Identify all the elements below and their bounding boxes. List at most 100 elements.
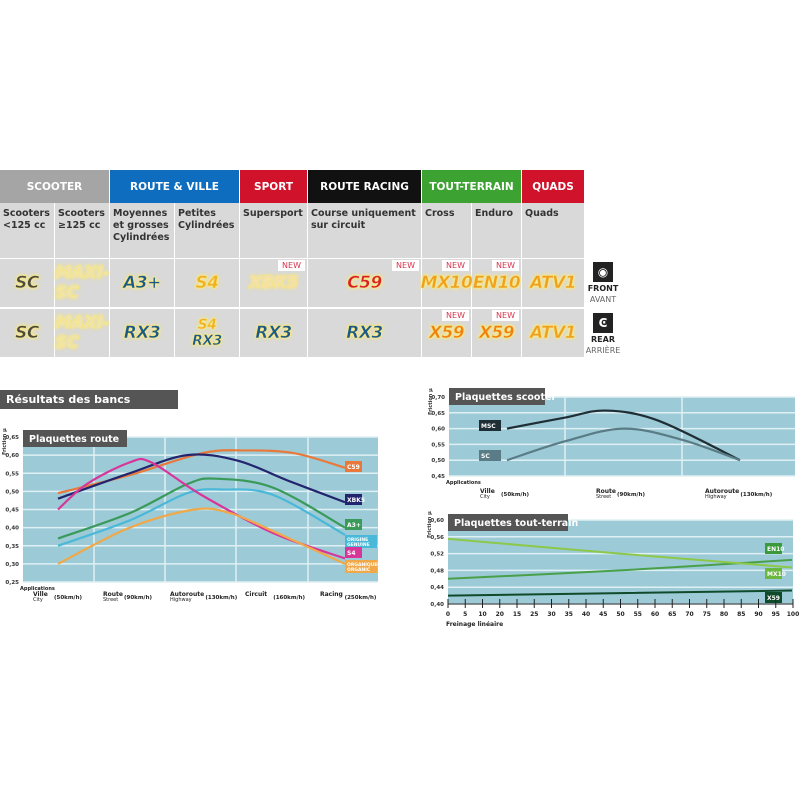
y-tick-label: 0,50: [5, 489, 19, 495]
y-axis-label: Friction µ: [427, 511, 433, 538]
legend-label: MSC: [481, 423, 496, 430]
series-line-msc: [506, 409, 741, 462]
legend-label: S4: [347, 550, 356, 557]
pad-logo: A3+: [123, 273, 162, 294]
front-label: FRONT: [587, 284, 619, 293]
legend-box: [765, 543, 782, 554]
legend-box: [345, 494, 362, 505]
front-pad-cell: MX10 NEW: [420, 258, 473, 307]
y-tick-label: 0,30: [5, 562, 19, 568]
x-category-main: Route: [103, 591, 123, 598]
new-badge: NEW: [392, 260, 419, 271]
x-tick-label: 35: [565, 611, 573, 618]
x-tick-label: 60: [651, 611, 659, 618]
y-tick-label: 0,65: [5, 435, 19, 441]
front-pad-cell: S4: [175, 258, 240, 307]
x-category-speed: (130km/h): [740, 492, 772, 498]
series-line-xbk5: [57, 453, 346, 504]
legend-box: [345, 560, 377, 573]
series-line-en10: [447, 558, 793, 580]
front-pad-cell: XBK5 NEW: [240, 258, 308, 307]
x-category-main: Route: [596, 488, 616, 495]
category-header: SCOOTER: [0, 170, 109, 203]
series-line-organique: [57, 507, 346, 565]
column-label: Supersport: [240, 203, 308, 258]
legend-label: EN10: [767, 546, 784, 553]
chart-title-box: [449, 388, 545, 405]
x-axis-label: Applications: [446, 480, 481, 486]
x-category-speed: (50km/h): [501, 492, 529, 498]
front-pad-cell: EN10 NEW: [472, 258, 522, 307]
legend-box: [479, 420, 501, 431]
y-tick-label: 0,56: [430, 535, 444, 541]
legend-label: ORGANIC: [347, 567, 371, 573]
x-tick-label: 70: [685, 611, 693, 618]
x-tick-label: 95: [772, 611, 780, 618]
category-header: QUADS: [522, 170, 584, 203]
x-tick-label: 40: [582, 611, 590, 618]
new-badge: NEW: [492, 260, 519, 271]
legend-label: MX10: [767, 571, 786, 578]
x-category-main: Circuit: [245, 591, 267, 598]
rear-pad-cell: ATV1: [522, 308, 585, 357]
rear-pad-cell: SC: [0, 308, 55, 357]
x-tick-label: 25: [530, 611, 538, 618]
y-tick-label: 0,48: [430, 568, 444, 574]
pad-logo: RX3: [192, 333, 223, 350]
x-tick-label: 10: [478, 611, 486, 618]
new-badge: NEW: [442, 310, 469, 321]
front-sublabel: AVANT: [589, 295, 617, 304]
legend-label: SC: [481, 453, 490, 460]
x-category-speed: (90km/h): [617, 492, 645, 498]
pad-logo: SC: [15, 323, 40, 344]
y-tick-label: 0,55: [5, 471, 19, 477]
x-category-sub: Street: [596, 494, 611, 500]
column-label: Enduro: [472, 203, 522, 258]
x-category-sub: City: [33, 597, 43, 603]
y-tick-label: 0,40: [430, 602, 444, 608]
series-line-a3+: [57, 477, 346, 540]
column-label: Scooters <125 cc: [0, 203, 55, 258]
legend-label: X59: [767, 595, 780, 602]
x-category-main: Autoroute: [705, 488, 739, 495]
legend-label: ORIGINE: [347, 537, 368, 543]
x-tick-label: 65: [668, 611, 676, 618]
column-label: Course uniquement sur circuit: [308, 203, 422, 258]
y-tick-label: 0,35: [5, 544, 19, 550]
x-tick-label: 20: [496, 611, 504, 618]
y-tick-label: 0,55: [431, 442, 445, 448]
rear-pad-cell: X59 NEW: [472, 308, 522, 357]
rear-pad-cell: RX3: [308, 308, 422, 357]
section-title: Résultats des bancs d'essais: [0, 390, 178, 425]
x-category-sub: City: [480, 494, 490, 500]
x-category-sub: Highway: [705, 494, 727, 500]
pad-logo: EN10: [472, 273, 521, 294]
x-tick-label: 75: [703, 611, 711, 618]
x-category-sub: Street: [103, 597, 118, 603]
x-category-sub: Highway: [170, 597, 192, 603]
column-label: Scooters ≥125 cc: [55, 203, 110, 258]
pad-logo: MAXI-SC: [54, 263, 110, 304]
chart-title-box: [448, 514, 568, 531]
plot-area: [449, 397, 795, 476]
legend-box: [345, 535, 377, 548]
legend-label: A3+: [347, 522, 361, 529]
y-tick-label: 0,60: [431, 427, 445, 433]
x-tick-label: 100: [787, 611, 800, 618]
column-label: Petites Cylindrées: [175, 203, 240, 258]
series-line-x59: [447, 589, 793, 597]
new-badge: NEW: [278, 260, 305, 271]
series-line-sc: [506, 427, 741, 462]
y-tick-label: 0,40: [5, 526, 19, 532]
x-tick-label: 45: [599, 611, 607, 618]
x-category-main: Autoroute: [170, 591, 204, 598]
x-tick-label: 90: [754, 611, 762, 618]
pad-logo: S4: [195, 273, 219, 294]
pad-logo: XBK5: [248, 273, 299, 294]
x-tick-label: 0: [446, 611, 450, 618]
y-tick-label: 0,60: [5, 453, 19, 459]
rear-pad-cell: MAXI-SC: [55, 308, 110, 357]
pad-logo: X59: [478, 323, 515, 344]
y-tick-label: 0,52: [430, 552, 444, 558]
pad-logo: MAXI-SC: [54, 313, 110, 354]
